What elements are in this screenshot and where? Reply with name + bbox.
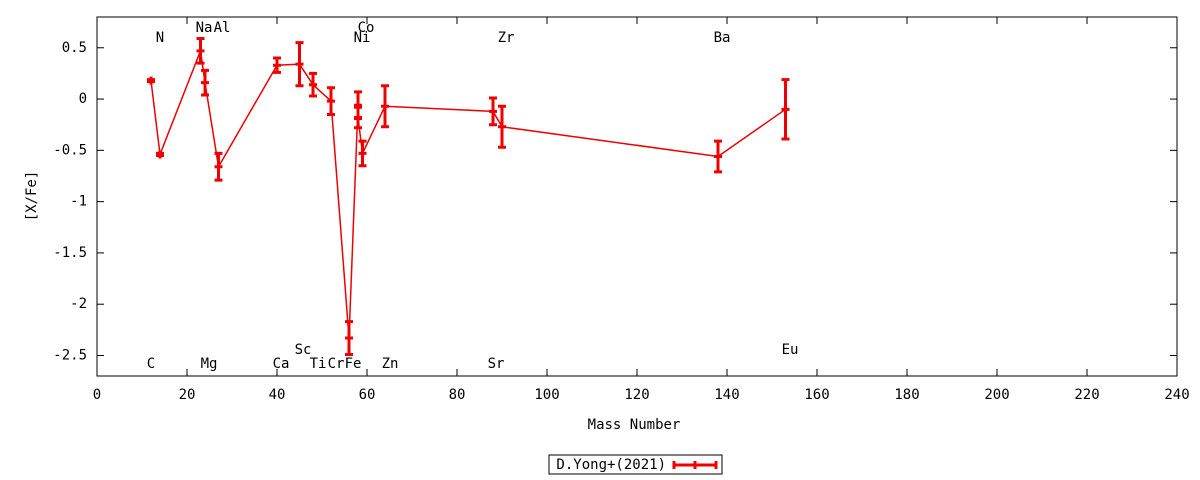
x-tick-label: 160 [804, 387, 829, 403]
point [354, 113, 362, 122]
element-label: Fe [345, 356, 362, 372]
legend-box [548, 454, 723, 475]
y-tick-label: -2.5 [53, 347, 87, 363]
element-label: Ba [714, 30, 731, 46]
point [714, 152, 722, 161]
x-tick-label: 20 [179, 387, 196, 403]
element-label: Eu [782, 342, 799, 358]
point [295, 60, 304, 69]
x-axis-label: Mass Number [588, 417, 681, 433]
point [196, 46, 205, 55]
point [489, 107, 497, 116]
element-label: Zn [382, 356, 399, 372]
x-tick-label: 0 [93, 387, 101, 403]
x-tick-label: 60 [359, 387, 376, 403]
plot-frame [96, 16, 1178, 377]
x-tick-label: 100 [534, 387, 559, 403]
y-axis-label: [X/Fe] [24, 171, 40, 222]
x-tick-label: 40 [269, 387, 286, 403]
element-label: Ti [310, 356, 327, 372]
element-label: Ni [354, 30, 371, 46]
element-label: Co [358, 20, 375, 36]
x-tick-label: 140 [714, 387, 739, 403]
legend-label: D.Yong+(2021) [556, 457, 666, 473]
element-label: Mg [201, 356, 218, 372]
x-tick-label: 120 [624, 387, 649, 403]
series-line [150, 47, 786, 339]
element-label: Sc [295, 342, 312, 358]
point [327, 97, 335, 106]
point [781, 105, 790, 114]
y-tick-label: -1 [70, 194, 87, 210]
x-tick-label: 240 [1164, 387, 1189, 403]
element-label: Al [214, 20, 231, 36]
point [381, 102, 389, 111]
y-tick-label: -2 [70, 296, 87, 312]
y-tick-label: -1.5 [53, 245, 87, 261]
point [345, 334, 353, 343]
point [498, 122, 506, 131]
element-label: Zr [498, 30, 515, 46]
element-label: C [147, 356, 155, 372]
x-tick-label: 80 [449, 387, 466, 403]
point [309, 80, 317, 89]
legend-swatch [672, 461, 718, 469]
y-tick-label: -0.5 [53, 142, 87, 158]
point [156, 150, 164, 159]
point [201, 78, 209, 87]
point [273, 61, 281, 70]
element-label: Cr [328, 356, 345, 372]
point [147, 76, 155, 85]
point [358, 149, 367, 158]
element-label: N [156, 30, 164, 46]
point [214, 162, 223, 171]
y-tick-label: 0 [79, 91, 87, 107]
x-tick-label: 200 [984, 387, 1009, 403]
element-label: Sr [488, 356, 505, 372]
element-label: Na [196, 20, 213, 36]
element-label: Ca [273, 356, 290, 372]
y-tick-label: 0.5 [62, 40, 87, 56]
x-tick-label: 220 [1074, 387, 1099, 403]
x-tick-label: 180 [894, 387, 919, 403]
